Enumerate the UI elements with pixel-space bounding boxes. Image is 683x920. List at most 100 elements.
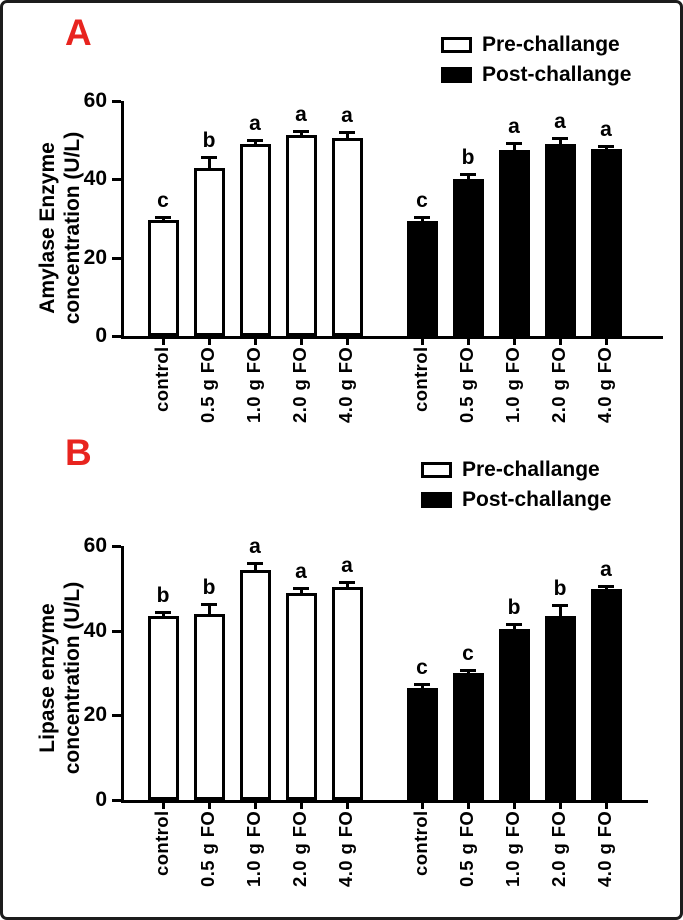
legend-label-post-challange: Post-challange [462, 488, 612, 511]
x-tick-label-pre-control: control [151, 811, 172, 877]
error-bar-stem [299, 131, 303, 135]
error-bar-stem [512, 624, 516, 629]
error-bar-stem [253, 140, 257, 145]
error-bar-stem [207, 157, 211, 168]
x-tick-label-post-0.5 g FO: 0.5 g FO [456, 347, 477, 424]
error-bar-cap [552, 604, 568, 608]
sig-letter-post-control: c [416, 189, 428, 213]
error-bar-cap [155, 611, 171, 615]
y-tick-label-20: 20 [83, 703, 107, 727]
x-tick-mark [207, 339, 211, 345]
error-bar-cap [598, 585, 614, 589]
x-tick-label-pre-1.0 g FO: 1.0 g FO [243, 811, 264, 888]
sig-letter-post-0.5 g FO: c [462, 641, 474, 665]
legend-label-pre-challange: Pre-challange [482, 33, 620, 56]
error-bar-stem [466, 175, 470, 179]
bar-pre-control [147, 219, 179, 336]
y-tick-label-40: 40 [83, 167, 107, 191]
sig-letter-post-2.0 g FO: b [553, 577, 567, 601]
x-tick-mark [161, 803, 165, 809]
bar-post-1.0 g FO [498, 628, 530, 800]
x-tick-label-pre-2.0 g FO: 2.0 g FO [289, 811, 310, 888]
x-tick-mark [604, 803, 608, 809]
error-bar-cap [201, 155, 217, 159]
error-bar-cap [552, 137, 568, 141]
x-tick-label-post-1.0 g FO: 1.0 g FO [502, 811, 523, 888]
y-tick-label-60: 60 [83, 89, 107, 112]
x-tick-mark [558, 803, 562, 809]
panel-b-label: B [65, 432, 92, 473]
x-tick-mark [512, 339, 516, 345]
amylase-bar-chart: 0 20 40 60 c control b 0.5 g FO a 1.0 g FO a 2.0 g … [3, 89, 680, 440]
y-tick-label-60: 60 [83, 534, 107, 557]
y-tick-mark [112, 178, 121, 182]
legend-item-post-challange: Post-challange [441, 63, 631, 87]
post-challange-swatch-icon [421, 492, 452, 508]
y-tick-mark [112, 629, 121, 633]
bar-post-4.0 g FO [590, 589, 622, 800]
sig-letter-pre-1.0 g FO: a [249, 111, 261, 135]
panel-a-label: A [65, 12, 92, 53]
error-bar-stem [420, 685, 424, 688]
y-tick-mark [112, 256, 121, 260]
error-bar-stem [466, 670, 470, 673]
bar-pre-control [147, 615, 179, 800]
sig-letter-post-control: c [416, 656, 428, 680]
bar-pre-1.0 g FO [239, 144, 271, 336]
error-bar-stem [604, 587, 608, 590]
error-bar-stem [207, 604, 211, 615]
sig-letter-post-4.0 g FO: a [600, 558, 612, 582]
bar-pre-0.5 g FO [193, 614, 225, 800]
x-tick-label-pre-4.0 g FO: 4.0 g FO [335, 811, 356, 888]
error-bar-stem [512, 143, 516, 150]
sig-letter-post-2.0 g FO: a [554, 110, 566, 134]
sig-letter-pre-control: c [157, 188, 169, 212]
error-bar-cap [598, 145, 614, 149]
sig-letter-post-1.0 g FO: b [507, 595, 521, 619]
x-tick-mark [512, 803, 516, 809]
legend-item-pre-challange: Pre-challange [421, 458, 611, 482]
error-bar-cap [339, 131, 355, 135]
y-tick-mark [112, 799, 121, 802]
lipase-bar-chart: 0 20 40 60 b control b 0.5 g FO a 1.0 g FO a 2.0 g … [3, 534, 680, 912]
y-tick-label-0: 0 [95, 324, 107, 347]
x-tick-mark [604, 339, 608, 345]
bar-post-0.5 g FO [452, 673, 484, 800]
error-bar-cap [506, 141, 522, 145]
x-tick-mark [345, 339, 349, 345]
sig-letter-pre-0.5 g FO: b [202, 128, 216, 152]
x-tick-mark [207, 803, 211, 809]
error-bar-stem [420, 218, 424, 221]
x-tick-label-post-4.0 g FO: 4.0 g FO [594, 811, 615, 888]
bar-pre-0.5 g FO [193, 167, 225, 336]
x-tick-mark [161, 339, 165, 345]
x-tick-label-pre-0.5 g FO: 0.5 g FO [197, 347, 218, 424]
x-tick-label-post-control: control [410, 811, 431, 877]
x-tick-label-pre-1.0 g FO: 1.0 g FO [243, 347, 264, 424]
sig-letter-post-0.5 g FO: b [461, 146, 475, 170]
y-axis [121, 101, 124, 339]
y-tick-label-20: 20 [83, 245, 107, 269]
x-tick-mark [558, 339, 562, 345]
x-tick-label-post-0.5 g FO: 0.5 g FO [456, 811, 477, 888]
x-tick-mark [253, 803, 257, 809]
x-tick-label-pre-4.0 g FO: 4.0 g FO [335, 347, 356, 424]
bar-post-2.0 g FO [544, 615, 576, 800]
y-tick-label-40: 40 [83, 618, 107, 642]
error-bar-cap [293, 587, 309, 591]
error-bar-stem [345, 582, 349, 588]
legend-item-post-challange: Post-challange [421, 488, 611, 512]
error-bar-cap [247, 138, 263, 142]
bar-pre-2.0 g FO [285, 134, 317, 336]
error-bar-cap [460, 668, 476, 672]
bar-pre-1.0 g FO [239, 570, 271, 800]
x-tick-label-post-2.0 g FO: 2.0 g FO [548, 347, 569, 424]
x-tick-mark [299, 803, 303, 809]
x-tick-label-pre-2.0 g FO: 2.0 g FO [289, 347, 310, 424]
error-bar-cap [506, 622, 522, 626]
error-bar-stem [558, 606, 562, 616]
error-bar-stem [161, 613, 165, 616]
x-tick-label-post-2.0 g FO: 2.0 g FO [548, 811, 569, 888]
x-tick-label-post-1.0 g FO: 1.0 g FO [502, 347, 523, 424]
